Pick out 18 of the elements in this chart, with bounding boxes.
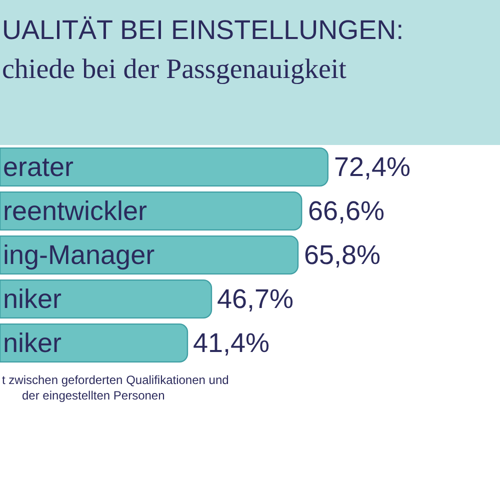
y-tick-label: niker <box>3 284 62 314</box>
y-tick-label: niker <box>3 328 62 358</box>
chart-subtitle: chiede bei der Passgenauigkeit <box>2 54 347 85</box>
bar <box>0 235 299 275</box>
bar <box>0 191 302 231</box>
bar <box>0 323 188 363</box>
y-tick-label: erater <box>3 152 74 182</box>
data-label: 41,4% <box>193 328 270 358</box>
y-tick-label: ing-Manager <box>3 240 155 270</box>
data-label: 65,8% <box>304 240 381 270</box>
data-label: 72,4% <box>334 152 411 182</box>
chart-title: UALITÄT BEI EINSTELLUNGEN: <box>2 15 404 45</box>
data-label: 46,7% <box>217 284 294 314</box>
bar <box>0 147 328 187</box>
bar <box>0 279 212 319</box>
y-tick-label: reentwickler <box>3 196 148 226</box>
data-label: 66,6% <box>308 196 385 226</box>
text: t zwischen geforderten Qualifikationen und der eingestellten Personen <box>2 373 229 403</box>
